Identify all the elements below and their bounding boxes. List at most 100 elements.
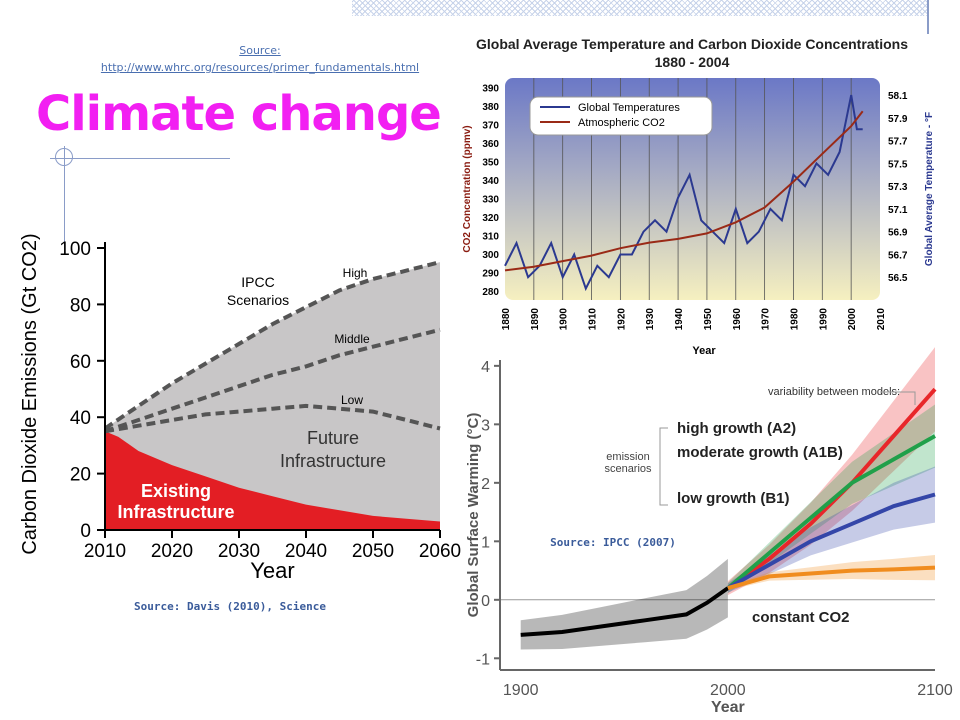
legend-label: Global Temperatures xyxy=(578,102,680,114)
source-url[interactable]: http://www.whrc.org/resources/primer_fun… xyxy=(100,61,420,74)
x-tick-label: 1940 xyxy=(674,308,685,331)
annotation-scenarios: scenarios xyxy=(604,463,652,475)
decor-line-vertical xyxy=(64,146,65,246)
x-tick-label: 2100 xyxy=(917,682,953,699)
chart-title: Global Average Temperature and Carbon Di… xyxy=(476,36,908,52)
x-tick-label: 2010 xyxy=(84,541,126,562)
annotation-existing-2: Infrastructure xyxy=(117,502,234,522)
x-tick-label: 2050 xyxy=(352,541,394,562)
y-right-tick-label: 57.1 xyxy=(888,205,908,216)
y-tick-label: 340 xyxy=(482,176,499,187)
series-line xyxy=(726,434,936,590)
source-ipcc: Source: IPCC (2007) xyxy=(550,536,676,549)
series-line xyxy=(727,565,936,591)
y-right-tick-label: 57.3 xyxy=(888,182,908,193)
annotation-future: Future xyxy=(307,428,359,448)
y-tick-label: 0 xyxy=(80,521,91,542)
y-tick-label: 280 xyxy=(482,287,499,298)
source-label: Source: xyxy=(239,44,281,57)
y-right-tick-label: 56.5 xyxy=(888,273,908,284)
source-link-top[interactable]: Source: http://www.whrc.org/resources/pr… xyxy=(80,42,440,76)
x-tick-label: 1980 xyxy=(789,308,800,331)
decor-circle xyxy=(55,148,73,166)
y-right-tick-label: 57.5 xyxy=(888,159,908,170)
x-axis-label: Year xyxy=(692,345,716,357)
x-axis-label: Year xyxy=(250,558,294,583)
series-line xyxy=(726,492,936,590)
series-line xyxy=(504,110,864,272)
y-tick-label: 330 xyxy=(482,194,499,205)
annotation-future-2: Infrastructure xyxy=(280,451,386,471)
surface-warming-chart: -1 0 1 2 3 4 1900 2000 2100 Year Global Surface Wa… xyxy=(465,347,953,716)
y-axis-label: CO2 Concentration (ppmv) xyxy=(462,125,473,252)
x-tick-label: 2060 xyxy=(419,541,461,562)
future-area xyxy=(105,262,440,530)
y-right-tick-label: 57.9 xyxy=(888,114,908,125)
x-tick-label: 1890 xyxy=(530,308,541,331)
legend-label: Atmospheric CO2 xyxy=(578,117,665,129)
y-tick-label: 4 xyxy=(481,359,490,376)
corner-divider xyxy=(927,0,929,34)
annotation-emission: emission xyxy=(606,451,649,463)
scenario-label: high growth (A2) xyxy=(677,420,796,437)
y-right-tick-label: 56.9 xyxy=(888,228,908,239)
x-tick-label: 1910 xyxy=(588,308,599,331)
annotation-bracket xyxy=(659,427,668,506)
scenario-label: low growth (B1) xyxy=(677,490,790,507)
scenario-line-low xyxy=(104,403,441,434)
annotation-ipcc: IPCC xyxy=(241,274,274,290)
existing-area xyxy=(105,431,440,530)
y-tick-label: 100 xyxy=(59,239,91,260)
legend-box xyxy=(529,96,713,136)
annotation-scenarios: Scenarios xyxy=(227,292,289,308)
y-right-tick-label: 58.1 xyxy=(888,91,908,102)
x-tick-label: 1930 xyxy=(645,308,656,331)
scenario-label-low: Low xyxy=(341,393,363,407)
y-tick-label: 290 xyxy=(482,268,499,279)
series-line xyxy=(520,586,730,637)
y-right-axis-label: Global Average Temperature - °F xyxy=(924,112,935,266)
x-tick-label: 2000 xyxy=(710,682,746,699)
y-right-tick-label: 57.7 xyxy=(888,137,908,148)
scenario-label-high: High xyxy=(343,266,368,280)
y-tick-label: 40 xyxy=(70,408,91,429)
x-tick-label: 1920 xyxy=(616,308,627,331)
y-tick-label: 380 xyxy=(482,102,499,113)
decor-line-horizontal xyxy=(50,158,230,159)
x-tick-label: 2030 xyxy=(218,541,260,562)
scenario-line-high xyxy=(103,260,441,431)
uncertainty-band xyxy=(520,558,728,650)
series-line xyxy=(726,387,937,590)
y-tick-label: 20 xyxy=(70,465,91,486)
y-tick-label: 1 xyxy=(481,534,490,551)
y-tick-label: 3 xyxy=(481,417,490,434)
uncertainty-band xyxy=(727,466,935,593)
annotation-variability: variability between models: xyxy=(768,386,900,398)
y-tick-label: 300 xyxy=(482,250,499,261)
series-line xyxy=(504,94,863,292)
slide-title: Climate change xyxy=(36,86,442,142)
y-tick-label: 80 xyxy=(70,295,91,316)
y-tick-label: 370 xyxy=(482,120,499,131)
chart-title-2: 1880 - 2004 xyxy=(655,54,730,70)
y-tick-label: 360 xyxy=(482,139,499,150)
x-tick-label: 1900 xyxy=(503,682,539,699)
x-tick-label: 1880 xyxy=(501,308,512,331)
x-tick-label: 2010 xyxy=(876,308,887,331)
x-tick-label: 1900 xyxy=(559,308,570,331)
x-tick-label: 2020 xyxy=(151,541,193,562)
x-tick-label: 1990 xyxy=(818,308,829,331)
y-tick-label: 60 xyxy=(70,352,91,373)
y-tick-label: 350 xyxy=(482,157,499,168)
y-tick-label: 320 xyxy=(482,213,499,224)
y-tick-label: 0 xyxy=(481,593,490,610)
plot-background xyxy=(500,360,935,670)
y-tick-label: 390 xyxy=(482,83,499,94)
annotation-leader xyxy=(880,391,916,405)
y-axis-label: Carbon Dioxide Emissions (Gt CO2) xyxy=(19,233,41,554)
scenario-label-middle: Middle xyxy=(334,332,370,346)
temperature-co2-chart: Global Average Temperature and Carbon Di… xyxy=(462,36,935,357)
y-tick-label: 2 xyxy=(481,476,490,493)
